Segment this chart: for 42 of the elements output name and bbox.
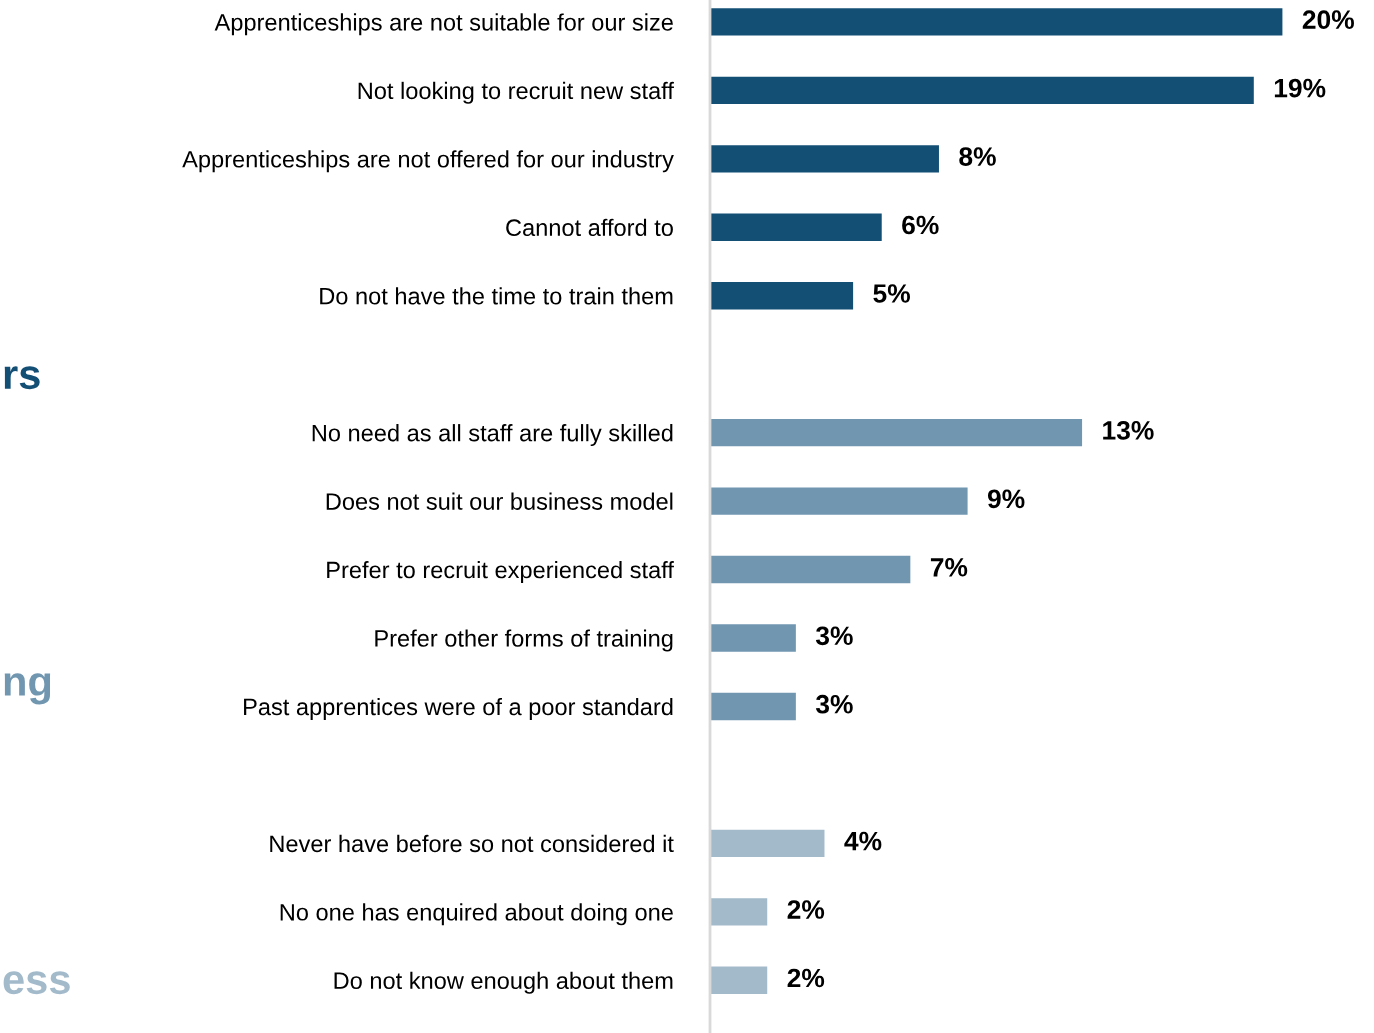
y-tick-label: No need as all staff are fully skilled — [312, 424, 673, 447]
bar — [710, 8, 1283, 36]
y-tick-label: Cannot afford to — [506, 218, 673, 237]
bar — [710, 555, 911, 584]
data-label: 20% — [1302, 10, 1354, 29]
y-tick-label: Do not know enough about them — [334, 971, 673, 994]
data-label: 4% — [844, 831, 882, 851]
data-label: 9% — [987, 489, 1025, 509]
text: rs — [4, 366, 40, 390]
bar — [710, 966, 768, 994]
bar — [710, 624, 796, 652]
bar — [710, 282, 854, 310]
y-tick-label: Apprenticeships are not suitable for our size — [214, 13, 673, 36]
bar — [710, 829, 825, 858]
bar — [710, 76, 1254, 105]
bar — [710, 213, 882, 241]
bar — [710, 418, 1083, 447]
data-label: 8% — [959, 147, 996, 166]
text: ess — [3, 971, 70, 995]
data-label: 7% — [930, 558, 968, 577]
data-label: 3% — [815, 694, 853, 714]
bar — [710, 692, 796, 721]
bar — [710, 898, 768, 926]
y-tick-label: Past apprentices were of a poor standard — [244, 697, 673, 720]
y-tick-label: Apprenticeships are not offered for our industry — [182, 150, 674, 173]
y-tick-label: Do not have the time to train them — [320, 287, 673, 305]
y-tick-label: No one has enquired about doing one — [280, 903, 673, 926]
data-label: 2% — [787, 900, 825, 919]
y-tick-label: Prefer other forms of training — [375, 629, 673, 652]
y-tick-label: Not looking to recruit new staff — [358, 81, 674, 104]
bar — [710, 487, 968, 515]
data-label: 5% — [873, 284, 910, 303]
data-label: 19% — [1274, 78, 1326, 98]
y-tick-label: Never have before so not considered it — [270, 834, 674, 853]
text: ng — [4, 673, 51, 705]
bar — [710, 145, 939, 173]
y-tick-label: Does not suit our business model — [326, 492, 673, 510]
data-label: 6% — [902, 215, 939, 235]
data-label: 3% — [815, 626, 853, 646]
y-tick-label: Prefer to recruit experienced staff — [327, 561, 674, 584]
data-label: 2% — [787, 968, 825, 988]
data-label: 13% — [1103, 421, 1154, 440]
